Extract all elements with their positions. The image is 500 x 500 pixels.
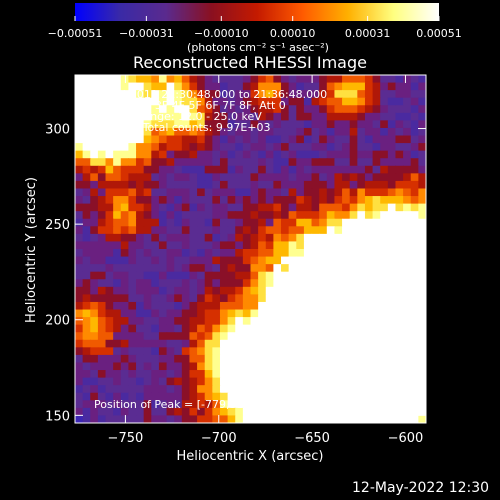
colorbar-unit-label: (photons cm⁻² s⁻¹ asec⁻²) bbox=[187, 41, 329, 54]
heatmap-image bbox=[75, 75, 426, 423]
colorbar-tick-label: −0.00010 bbox=[194, 27, 249, 40]
footer-timestamp: 12-May-2022 12:30 bbox=[352, 480, 490, 496]
x-tick-label: −750 bbox=[108, 431, 144, 446]
colorbar-tick-label: −0.00031 bbox=[119, 27, 174, 40]
annotation-energy-range: Energy Range: 12.0 - 25.0 keV bbox=[94, 110, 262, 123]
annotation-time-range: 26-Jul-2011 21:30:48.000 to 21:36:48.000 bbox=[94, 88, 327, 101]
annotation-block: 26-Jul-2011 21:30:48.000 to 21:36:48.000… bbox=[94, 88, 327, 411]
y-tick-label: 250 bbox=[45, 218, 70, 233]
colorbar-tick-label: 0.00031 bbox=[345, 27, 391, 40]
colorbar-tick-label: 0.00010 bbox=[270, 27, 316, 40]
plot-frame bbox=[74, 74, 427, 424]
x-tick-label: −600 bbox=[388, 431, 424, 446]
colorbar-tick-label: 0.00051 bbox=[416, 27, 462, 40]
y-axis-label: Heliocentric Y (arcsec) bbox=[24, 177, 39, 323]
y-tick-label: 150 bbox=[45, 409, 70, 424]
annotation-clean-counts: Clean Total counts: 9.97E+03 bbox=[94, 121, 271, 134]
x-axis-label: Heliocentric X (arcsec) bbox=[177, 449, 324, 464]
colorbar-ticks: −0.00051 −0.00031 −0.00010 0.00010 0.00031 0.… bbox=[48, 16, 462, 40]
colorbar-gradient bbox=[75, 3, 439, 21]
y-tick-label: 200 bbox=[45, 314, 70, 329]
plot-area: −750 −700 −650 −600 150 200 250 300 bbox=[45, 74, 427, 446]
axis-ticks: −750 −700 −650 −600 150 200 250 300 bbox=[45, 75, 426, 446]
colorbar-tick-label: −0.00051 bbox=[48, 27, 103, 40]
annotation-detectors: Detectors: 3F 4F 5F 6F 7F 8F, Att 0 bbox=[94, 99, 286, 112]
x-tick-label: −700 bbox=[201, 431, 237, 446]
annotation-peak-position: Position of Peak = [-779,313] bbox=[94, 398, 255, 411]
colorbar: −0.00051 −0.00031 −0.00010 0.00010 0.00031 0.… bbox=[48, 3, 462, 54]
y-tick-label: 300 bbox=[45, 123, 70, 138]
x-tick-label: −650 bbox=[294, 431, 330, 446]
chart-title: Reconstructed RHESSI Image bbox=[133, 53, 367, 72]
